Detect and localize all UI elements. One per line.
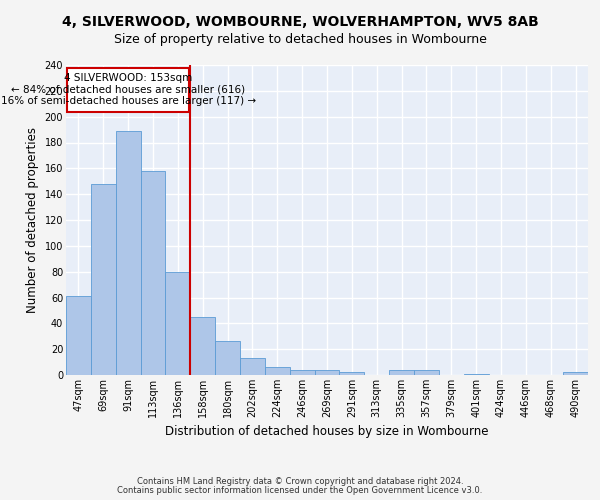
Text: 4, SILVERWOOD, WOMBOURNE, WOLVERHAMPTON, WV5 8AB: 4, SILVERWOOD, WOMBOURNE, WOLVERHAMPTON,… xyxy=(62,15,538,29)
Text: 4 SILVERWOOD: 153sqm: 4 SILVERWOOD: 153sqm xyxy=(64,73,192,83)
Text: 16% of semi-detached houses are larger (117) →: 16% of semi-detached houses are larger (… xyxy=(1,96,256,106)
Text: ← 84% of detached houses are smaller (616): ← 84% of detached houses are smaller (61… xyxy=(11,84,245,94)
Bar xyxy=(91,184,116,375)
Bar xyxy=(140,171,166,375)
Bar xyxy=(66,296,91,375)
Text: Contains HM Land Registry data © Crown copyright and database right 2024.: Contains HM Land Registry data © Crown c… xyxy=(137,477,463,486)
Bar xyxy=(314,370,340,375)
Bar xyxy=(116,131,140,375)
Bar xyxy=(265,367,290,375)
Bar xyxy=(190,317,215,375)
Text: Size of property relative to detached houses in Wombourne: Size of property relative to detached ho… xyxy=(113,32,487,46)
X-axis label: Distribution of detached houses by size in Wombourne: Distribution of detached houses by size … xyxy=(165,426,489,438)
Bar xyxy=(389,370,414,375)
Bar xyxy=(563,372,588,375)
Text: Contains public sector information licensed under the Open Government Licence v3: Contains public sector information licen… xyxy=(118,486,482,495)
Bar xyxy=(414,370,439,375)
Bar xyxy=(464,374,488,375)
Bar xyxy=(215,342,240,375)
Bar xyxy=(240,358,265,375)
FancyBboxPatch shape xyxy=(67,68,189,112)
Bar xyxy=(290,370,314,375)
Bar xyxy=(340,372,364,375)
Bar xyxy=(166,272,190,375)
Y-axis label: Number of detached properties: Number of detached properties xyxy=(26,127,39,313)
